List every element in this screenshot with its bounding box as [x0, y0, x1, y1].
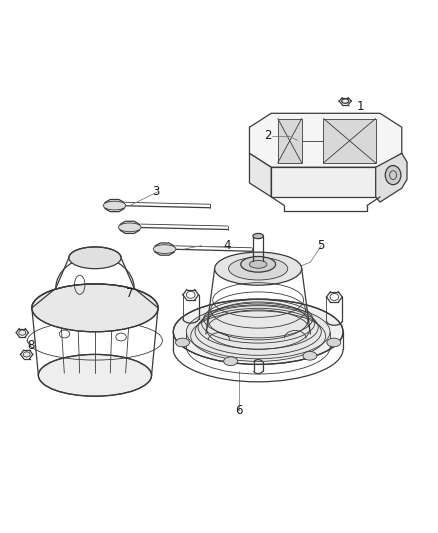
Text: 5: 5	[318, 239, 325, 252]
Ellipse shape	[253, 233, 263, 239]
Ellipse shape	[32, 284, 158, 332]
Ellipse shape	[385, 166, 401, 184]
Ellipse shape	[229, 257, 288, 280]
Ellipse shape	[241, 256, 276, 272]
Text: 6: 6	[235, 403, 242, 417]
Text: 8: 8	[27, 339, 35, 352]
Ellipse shape	[118, 223, 141, 232]
Polygon shape	[323, 118, 376, 163]
Ellipse shape	[23, 352, 30, 357]
Ellipse shape	[327, 338, 341, 347]
Ellipse shape	[103, 201, 126, 210]
Ellipse shape	[215, 252, 302, 285]
Polygon shape	[278, 118, 302, 163]
Ellipse shape	[176, 338, 190, 347]
Ellipse shape	[173, 299, 343, 365]
Polygon shape	[376, 154, 407, 202]
Ellipse shape	[153, 245, 176, 254]
Ellipse shape	[39, 354, 152, 396]
Polygon shape	[120, 221, 139, 233]
Text: 3: 3	[152, 185, 159, 198]
Ellipse shape	[303, 351, 317, 360]
Polygon shape	[105, 199, 124, 212]
Ellipse shape	[224, 357, 237, 366]
Ellipse shape	[186, 305, 330, 359]
Polygon shape	[271, 167, 380, 197]
Polygon shape	[380, 154, 402, 197]
Text: 1: 1	[357, 100, 364, 113]
Text: 7: 7	[126, 287, 134, 300]
Polygon shape	[250, 114, 402, 167]
Polygon shape	[250, 154, 271, 197]
Ellipse shape	[342, 99, 349, 103]
Text: 4: 4	[223, 239, 230, 252]
Ellipse shape	[19, 330, 26, 335]
Ellipse shape	[250, 261, 267, 268]
Polygon shape	[155, 243, 174, 255]
Text: 2: 2	[264, 130, 272, 142]
Ellipse shape	[69, 247, 121, 269]
